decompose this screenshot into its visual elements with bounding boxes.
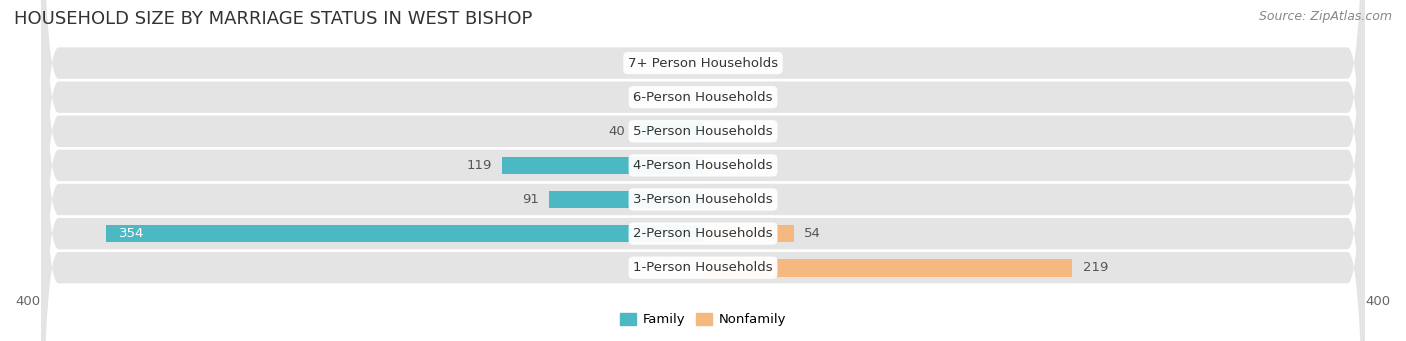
Text: 0: 0 (717, 91, 725, 104)
Bar (105, 225, 703, 242)
Text: 7+ Person Households: 7+ Person Households (628, 57, 778, 70)
Text: 219: 219 (1083, 261, 1108, 274)
Bar (703, 259, 1073, 277)
Text: 2-Person Households: 2-Person Households (633, 227, 773, 240)
FancyBboxPatch shape (42, 0, 1364, 341)
Text: Source: ZipAtlas.com: Source: ZipAtlas.com (1258, 10, 1392, 23)
FancyBboxPatch shape (42, 0, 1364, 341)
Text: 4: 4 (720, 159, 728, 172)
FancyBboxPatch shape (42, 0, 1364, 341)
Text: HOUSEHOLD SIZE BY MARRIAGE STATUS IN WEST BISHOP: HOUSEHOLD SIZE BY MARRIAGE STATUS IN WES… (14, 10, 533, 28)
FancyBboxPatch shape (42, 0, 1364, 341)
Text: 1-Person Households: 1-Person Households (633, 261, 773, 274)
Text: 0: 0 (681, 57, 689, 70)
Bar (502, 157, 703, 174)
FancyBboxPatch shape (42, 0, 1364, 341)
Text: 40: 40 (609, 125, 626, 138)
Text: 91: 91 (523, 193, 540, 206)
Bar (703, 225, 794, 242)
Text: 6-Person Households: 6-Person Households (633, 91, 773, 104)
Text: 0: 0 (681, 91, 689, 104)
Bar (550, 191, 703, 208)
Text: 354: 354 (120, 227, 145, 240)
FancyBboxPatch shape (42, 0, 1364, 341)
Text: 0: 0 (717, 125, 725, 138)
Bar (636, 122, 703, 140)
Text: 0: 0 (717, 193, 725, 206)
Text: 119: 119 (467, 159, 492, 172)
Text: 0: 0 (681, 261, 689, 274)
Text: 3-Person Households: 3-Person Households (633, 193, 773, 206)
FancyBboxPatch shape (42, 0, 1364, 341)
Text: 5-Person Households: 5-Person Households (633, 125, 773, 138)
Bar (703, 157, 710, 174)
Legend: Family, Nonfamily: Family, Nonfamily (613, 307, 793, 333)
Text: 0: 0 (717, 57, 725, 70)
Text: 4-Person Households: 4-Person Households (633, 159, 773, 172)
Text: 54: 54 (804, 227, 821, 240)
